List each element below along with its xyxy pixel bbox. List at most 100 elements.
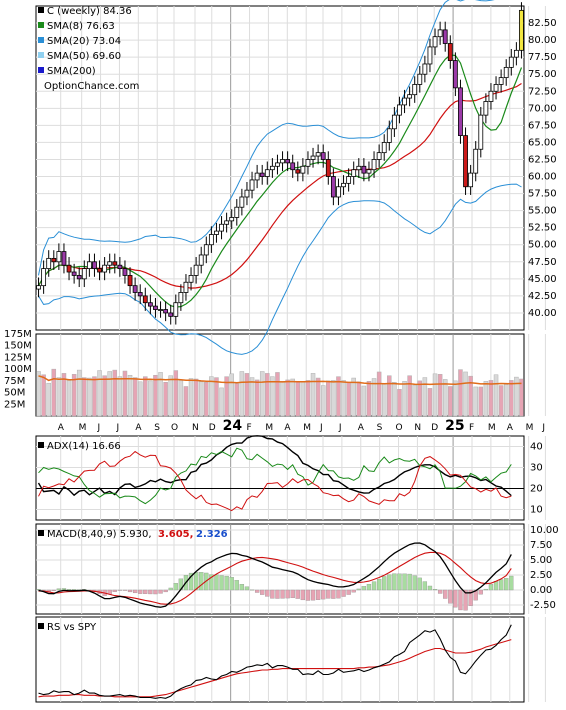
macd-histogram-bar: [402, 573, 407, 591]
volume-bar: [326, 380, 331, 417]
volume-bar: [356, 381, 362, 417]
candle-body: [290, 162, 296, 171]
grid: [35, 5, 546, 703]
candle-body: [346, 176, 352, 184]
candle-body: [81, 268, 87, 280]
legend-label: SMA(20) 73.04: [47, 36, 121, 47]
volume-bar: [158, 372, 163, 417]
volume-bar: [519, 378, 524, 417]
macd-histogram-bar: [387, 574, 392, 591]
legend-swatch: [38, 52, 44, 58]
price-y-tick: 57.50: [528, 189, 557, 200]
adx-series-line: [37, 435, 512, 497]
panel-frame-price: [35, 5, 525, 331]
candle-body: [503, 66, 509, 79]
macd-histogram-bar: [209, 574, 214, 591]
candle-body: [463, 135, 468, 188]
volume-bar: [204, 382, 209, 417]
candle-body: [219, 223, 224, 232]
macd-signal-label: 3.605,: [158, 529, 193, 540]
macd-histogram-bar: [310, 589, 316, 601]
candle-body: [92, 261, 97, 270]
rs-average-line: [38, 639, 512, 698]
volume-bar: [442, 379, 448, 417]
volume-bar: [254, 379, 260, 417]
candle-body: [46, 257, 52, 270]
volume-bar: [71, 374, 77, 417]
volume-bar: [275, 372, 280, 417]
volume-bar: [183, 386, 189, 417]
candle-body: [493, 84, 499, 92]
candle-body: [122, 268, 128, 276]
legend-label: C (weekly) 84.36: [47, 6, 132, 17]
macd-histogram-bar: [234, 580, 239, 591]
volume-bar: [346, 382, 351, 417]
volume-y-tick: 25M: [4, 399, 25, 410]
volume-bar: [244, 373, 250, 417]
adx-series-line: [38, 447, 512, 505]
legend: C (weekly) 84.36 SMA(8) 76.63 SMA(20) 73.0…: [38, 6, 139, 92]
macd-histogram-bar: [376, 579, 382, 591]
adx-y-tick: 20: [530, 484, 543, 495]
macd-histogram-bar: [285, 589, 290, 599]
volume-y-tick: 50M: [4, 388, 25, 399]
volume-bar: [468, 375, 473, 417]
macd-histogram-bar: [143, 589, 148, 594]
volume-bar: [422, 377, 428, 417]
macd-histogram-bar: [331, 589, 336, 599]
candle-body: [229, 217, 235, 222]
x-tick-label: J: [97, 423, 101, 433]
candle-body: [427, 46, 433, 65]
volume-bar: [61, 373, 67, 417]
volume-bar: [219, 387, 224, 417]
volume-y-tick: 175M: [4, 329, 32, 340]
x-tick-label: M: [265, 423, 273, 433]
candle-body: [153, 305, 158, 310]
x-tick-label: A: [507, 423, 514, 433]
x-tick-label: A: [58, 423, 65, 433]
candle-body: [508, 56, 514, 68]
volume-bar: [41, 374, 46, 417]
macd-histogram-bar: [478, 589, 483, 595]
macd-histogram-bar: [244, 586, 250, 591]
volume-bar: [234, 383, 240, 417]
volume-bar: [488, 380, 494, 417]
candle-body: [249, 179, 255, 191]
x-tick-label: D: [431, 423, 438, 433]
macd-histogram-bar: [239, 584, 245, 591]
volume-bar: [300, 381, 306, 417]
price-y-tick: 80.00: [528, 35, 557, 46]
x-tick-label: S: [377, 423, 383, 433]
volume-bar: [168, 375, 173, 417]
candle-body: [295, 169, 301, 174]
rs-title: RS vs SPY: [47, 622, 97, 633]
candle-body: [244, 189, 250, 198]
macd-histogram-bar: [36, 589, 41, 591]
legend-swatch: [38, 7, 44, 13]
candle-body: [214, 230, 219, 235]
x-tick-label: D: [209, 423, 216, 433]
candle-body: [193, 264, 199, 276]
volume-bar: [87, 377, 92, 417]
candle-body: [341, 182, 346, 188]
macd-histogram-bar: [382, 576, 387, 591]
macd-histogram-bar: [66, 589, 72, 591]
candle-body: [320, 152, 326, 160]
price-y-tick: 62.50: [528, 154, 557, 165]
x-tick-label: O: [396, 423, 403, 433]
volume-bar: [458, 369, 463, 417]
macd-histogram-bar: [361, 586, 367, 591]
candle-body: [356, 165, 362, 171]
volume-bar: [381, 383, 387, 417]
macd-histogram-bar: [437, 589, 443, 594]
x-tick-label: M: [526, 423, 534, 433]
price-y-tick: 42.50: [528, 291, 557, 302]
macd-histogram-bar: [71, 589, 77, 591]
volume-bar: [376, 371, 382, 417]
adx-y-tick: 30: [530, 463, 543, 474]
x-tick-label: M: [303, 423, 311, 433]
volume-bar: [239, 371, 245, 417]
volume-bar: [315, 377, 321, 417]
adx-y-tick: 10: [530, 505, 543, 516]
volume-bar: [137, 381, 143, 417]
